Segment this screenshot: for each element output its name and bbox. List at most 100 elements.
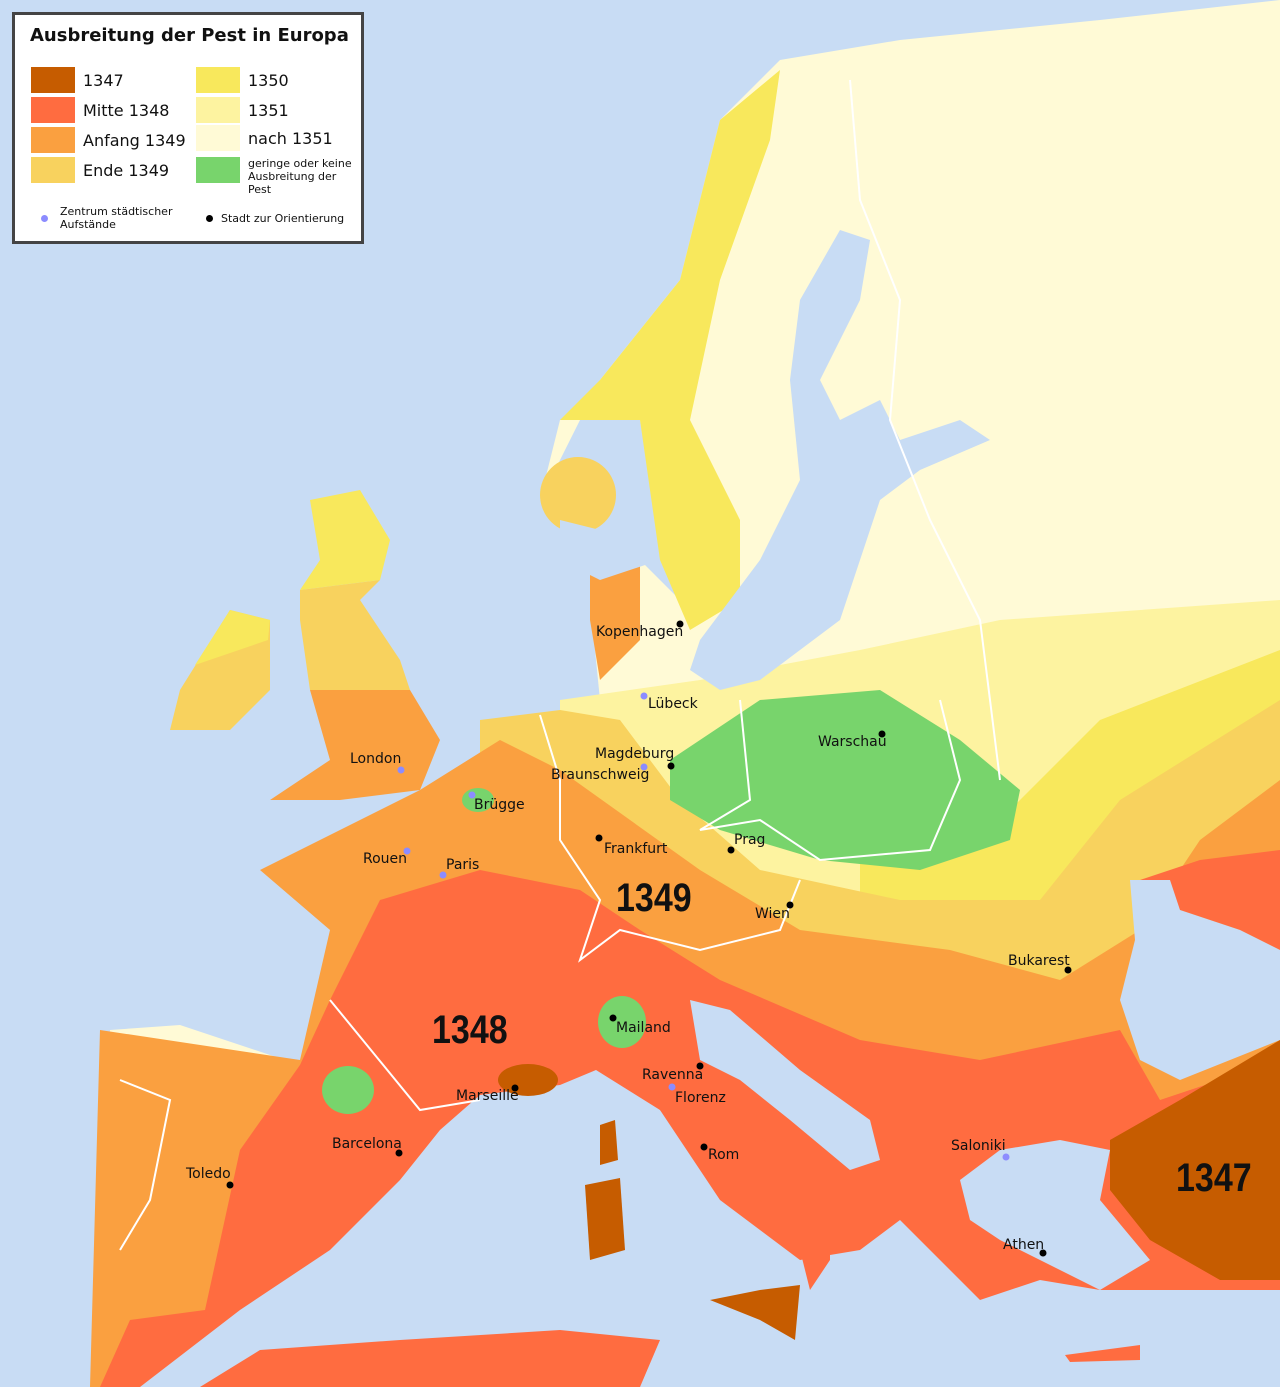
city-dot-icon (595, 834, 603, 842)
city-label: Bukarest (1008, 953, 1070, 969)
uprising-dot-icon (468, 791, 476, 799)
swatch (196, 67, 240, 93)
year-label-1348: 1348 (432, 1008, 508, 1052)
city-label: Braunschweig (551, 767, 650, 783)
uprising-dot-icon (41, 214, 48, 222)
region-1350-norway (560, 70, 780, 630)
border-line (699, 699, 962, 862)
north-africa (200, 1330, 660, 1387)
city-dot-icon (676, 620, 684, 628)
city-label: Mailand (616, 1020, 671, 1036)
england-south (270, 690, 440, 800)
legend-label: geringe oder keine Ausbreitung der Pest (248, 157, 352, 196)
city-label: London (350, 751, 402, 767)
year-label-1349: 1349 (616, 876, 692, 920)
city-dot-icon (511, 1084, 519, 1092)
legend-title: Ausbreitung der Pest in Europa (30, 25, 349, 46)
city-label: Rouen (363, 851, 408, 867)
uprising-dot-icon (403, 847, 411, 855)
border-line (119, 1079, 172, 1251)
legend-item-no-plague: geringe oder keine Ausbreitung der Pest (196, 157, 358, 196)
swatch (196, 157, 240, 183)
city-label: Athen (1003, 1237, 1045, 1253)
city-dot-icon (667, 762, 675, 770)
legend-label: Mitte 1348 (83, 100, 170, 120)
region-milan-green (598, 996, 646, 1048)
swatch (31, 157, 75, 183)
city-label: Florenz (675, 1090, 726, 1106)
sicily (710, 1285, 800, 1340)
skagerrak (560, 520, 660, 580)
legend-label: nach 1351 (248, 128, 333, 148)
legend-label: Anfang 1349 (83, 130, 186, 150)
corsica (600, 1120, 618, 1165)
swatch (31, 127, 75, 153)
uprising-dot-icon (668, 1083, 676, 1091)
mediterranean-sea (140, 1060, 1280, 1387)
legend-label: Zentrum städtischer Aufstände (60, 205, 173, 231)
city-dot-icon (1064, 966, 1072, 974)
city-dot-icon (1039, 1249, 1047, 1257)
city-dot-icon (609, 1014, 617, 1022)
city-dot-icon (727, 846, 735, 854)
city-label: Wien (755, 906, 790, 922)
legend-item-1351: 1351 (196, 97, 289, 123)
legend-item-mid-1348: Mitte 1348 (31, 97, 169, 123)
legend-item-1347: 1347 (31, 67, 124, 93)
city-dot-icon (700, 1143, 708, 1151)
region-poland-green (670, 690, 1020, 870)
legend-item-1350: 1350 (196, 67, 289, 93)
legend-item-early-1349: Anfang 1349 (31, 127, 186, 153)
legend-label: 1347 (83, 70, 124, 90)
swatch (31, 67, 75, 93)
city-label: Ravenna (642, 1067, 704, 1083)
anatolia-1347 (1110, 1040, 1280, 1280)
region-end-1349-norway (540, 457, 616, 533)
legend-item-after-1351: nach 1351 (196, 125, 333, 151)
border-line (539, 714, 801, 963)
city-dot-icon (206, 215, 213, 222)
uprising-dot-icon (1002, 1153, 1010, 1161)
swatch (196, 125, 240, 151)
uprising-dot-icon (397, 766, 405, 774)
city-dot-icon (395, 1149, 403, 1157)
city-label: Brügge (474, 797, 525, 813)
year-label-1347: 1347 (1176, 1156, 1252, 1200)
legend-orientation: Stadt zur Orientierung (206, 212, 344, 225)
city-label: Marseille (456, 1088, 519, 1104)
city-dot-icon (226, 1181, 234, 1189)
legend-label: Ende 1349 (83, 160, 170, 180)
city-dot-icon (696, 1062, 704, 1070)
swatch (196, 97, 240, 123)
aegean-sea (960, 1140, 1150, 1290)
city-label: Barcelona (332, 1136, 402, 1152)
legend: Ausbreitung der Pest in Europa 1347 Mitt… (12, 12, 364, 244)
city-label: Rom (708, 1147, 740, 1163)
legend-label: Stadt zur Orientierung (221, 212, 345, 225)
city-label: Toledo (186, 1166, 231, 1182)
city-dot-icon (786, 901, 794, 909)
crete (1065, 1345, 1140, 1362)
adriatic-sea (690, 1000, 880, 1170)
city-label: Magdeburg (595, 746, 675, 762)
legend-uprising: Zentrum städtischer Aufstände (41, 205, 180, 231)
baltic-sea (690, 230, 990, 690)
city-label: Warschau (818, 734, 887, 750)
border-line (329, 999, 481, 1112)
uprising-dot-icon (640, 692, 648, 700)
uprising-dot-icon (640, 763, 648, 771)
italy (580, 1060, 880, 1290)
britain-middle (300, 580, 410, 690)
scotland (300, 490, 390, 590)
city-label: Paris (446, 857, 480, 873)
city-dot-icon (878, 730, 886, 738)
city-label: Lübeck (648, 696, 698, 712)
swatch (31, 97, 75, 123)
uprising-dot-icon (439, 871, 447, 879)
city-label: Prag (734, 832, 766, 848)
black-sea (1120, 880, 1280, 1080)
city-label: Saloniki (951, 1138, 1006, 1154)
legend-item-end-1349: Ende 1349 (31, 157, 169, 183)
border-line (849, 79, 1001, 781)
